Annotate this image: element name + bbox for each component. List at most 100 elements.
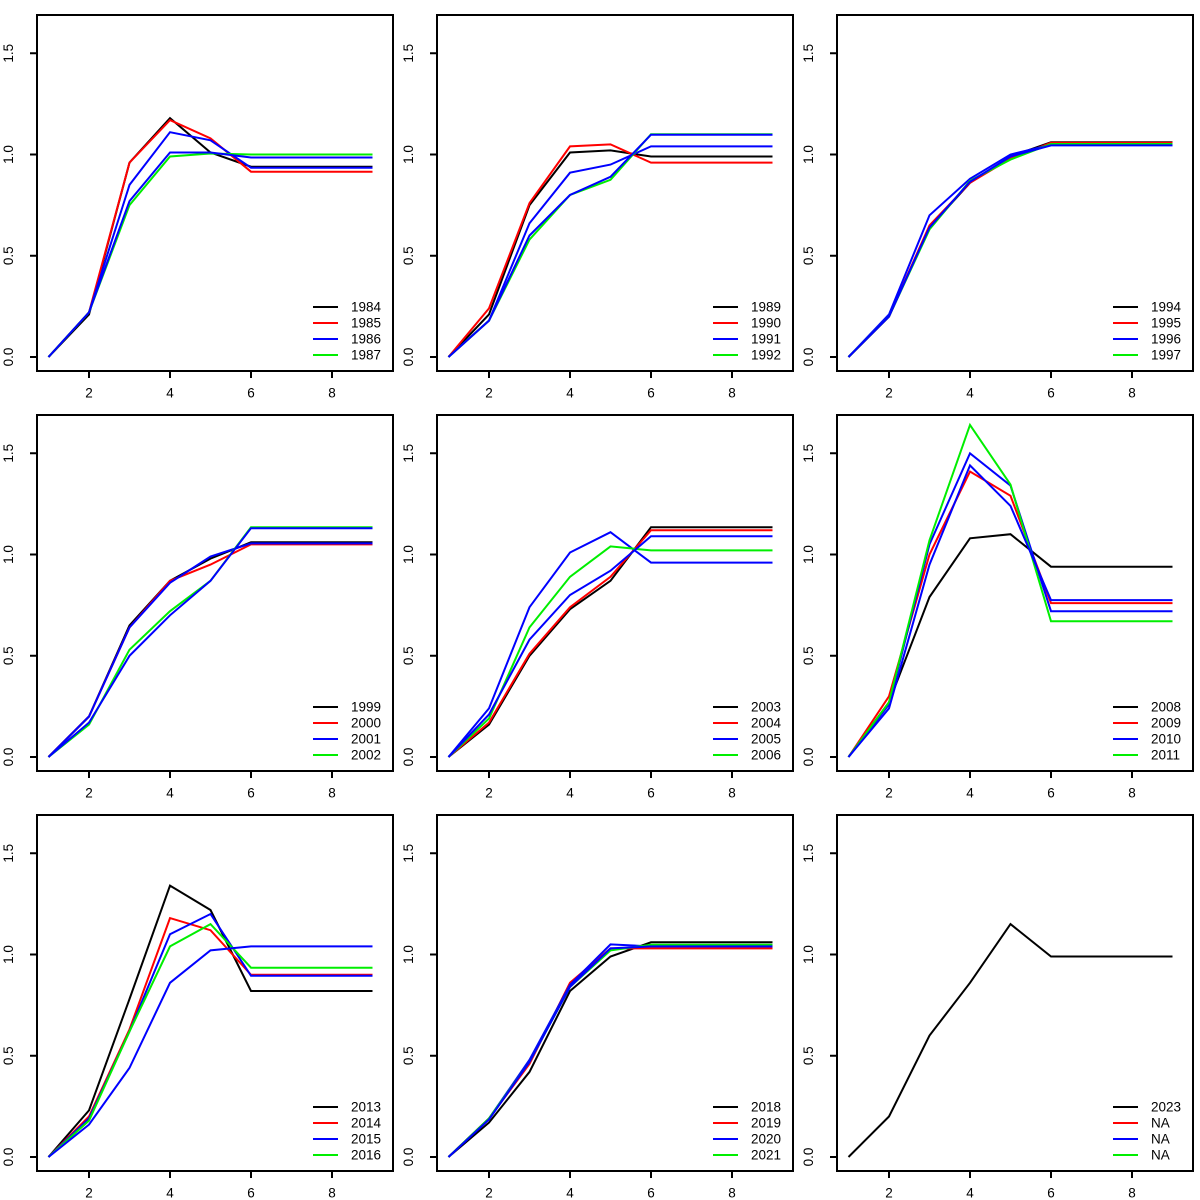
legend-label: 2010 — [1151, 732, 1181, 747]
series-line-1990 — [447, 143, 773, 358]
series-line-1994 — [847, 141, 1173, 358]
y-tick-label: 1.0 — [1, 945, 16, 964]
legend-label: 1992 — [751, 348, 781, 363]
x-tick-label: 4 — [966, 1186, 974, 1200]
legend-label: 1999 — [351, 700, 381, 715]
series-line-unlabeled — [847, 144, 1173, 358]
legend-label: 2011 — [1151, 748, 1180, 763]
x-tick-label: 6 — [247, 1186, 255, 1200]
x-tick-label: 8 — [728, 786, 736, 801]
legend-label: 2021 — [751, 1148, 781, 1163]
y-tick-label: 0.0 — [401, 1148, 416, 1167]
y-tick-label: 0.0 — [801, 1148, 816, 1167]
series-line-unlabeled — [47, 527, 373, 758]
series-line-1987 — [47, 152, 373, 358]
x-tick-label: 2 — [85, 786, 93, 801]
legend-label: 2001 — [351, 732, 381, 747]
legend-label: 1987 — [351, 348, 381, 363]
series-line-1999 — [47, 541, 373, 758]
x-tick-label: 4 — [166, 786, 174, 801]
series-line-unlabeled — [447, 133, 773, 358]
y-tick-label: 0.5 — [1, 246, 16, 265]
legend-label: 1996 — [1151, 332, 1181, 347]
plot-box — [36, 814, 394, 1172]
plot-box — [436, 814, 794, 1172]
x-tick-label: 6 — [1047, 386, 1055, 401]
x-tick-label: 8 — [328, 386, 336, 401]
legend-label: 2008 — [1151, 700, 1181, 715]
y-tick-label: 1.5 — [401, 844, 416, 863]
x-tick-label: 2 — [485, 386, 493, 401]
plot-box — [36, 14, 394, 372]
series-line-2004 — [447, 529, 773, 758]
legend-label: 2009 — [1151, 716, 1181, 731]
chart-panel-6: 2 4 6 8 0.0 0.5 1.0 1.5 2008 2009 2010 2011 — [800, 400, 1200, 800]
legend-label: 2006 — [751, 748, 781, 763]
plot-box — [836, 814, 1194, 1172]
y-tick-label: 0.5 — [1, 646, 16, 665]
chart-panel-8: 2 4 6 8 0.0 0.5 1.0 1.5 2018 2019 2020 2021 — [400, 800, 800, 1200]
x-tick-label: 8 — [328, 1186, 336, 1200]
legend-label: NA — [1151, 1148, 1170, 1163]
y-tick-label: 1.0 — [401, 945, 416, 964]
x-tick-label: 2 — [885, 786, 893, 801]
y-tick-label: 1.5 — [801, 844, 816, 863]
y-tick-label: 0.5 — [401, 246, 416, 265]
legend-label: 2013 — [351, 1100, 381, 1115]
legend-label: 2005 — [751, 732, 781, 747]
y-tick-label: 1.5 — [401, 44, 416, 63]
plot-box — [36, 414, 394, 772]
x-tick-label: 4 — [966, 786, 974, 801]
series-line-unlabeled — [47, 151, 373, 358]
x-tick-label: 4 — [566, 1186, 574, 1200]
series-line-1986 — [47, 131, 373, 358]
series-line-1997 — [847, 143, 1173, 358]
legend-label: 1986 — [351, 332, 381, 347]
x-tick-label: 6 — [647, 386, 655, 401]
series-line-2003 — [447, 526, 773, 758]
series-line-unlabeled — [447, 535, 773, 758]
y-tick-label: 1.5 — [401, 444, 416, 463]
y-tick-label: 1.0 — [1, 145, 16, 164]
y-tick-label: 1.5 — [801, 444, 816, 463]
series-line-1989 — [447, 149, 773, 358]
x-tick-label: 2 — [885, 386, 893, 401]
series-line-2009 — [847, 470, 1173, 758]
y-tick-label: 0.0 — [801, 748, 816, 767]
x-tick-label: 4 — [166, 1186, 174, 1200]
x-tick-label: 4 — [166, 386, 174, 401]
y-tick-label: 1.5 — [1, 444, 16, 463]
legend-label: 1989 — [751, 300, 781, 315]
x-tick-label: 2 — [85, 1186, 93, 1200]
x-tick-label: 6 — [247, 786, 255, 801]
y-tick-label: 0.5 — [801, 246, 816, 265]
chart-panel-5: 2 4 6 8 0.0 0.5 1.0 1.5 2003 2004 2005 2006 — [400, 400, 800, 800]
series-line-1995 — [847, 141, 1173, 358]
series-line-2019 — [447, 947, 773, 1158]
chart-panel-1: 2 4 6 8 0.0 0.5 1.0 1.5 1984 1985 1986 1987 — [0, 0, 400, 400]
y-tick-label: 0.5 — [1, 1046, 16, 1065]
series-line-2023 — [847, 922, 1173, 1158]
y-tick-label: 1.5 — [1, 844, 16, 863]
y-tick-label: 0.0 — [401, 348, 416, 367]
x-tick-label: 6 — [247, 386, 255, 401]
y-tick-label: 0.0 — [1, 1148, 16, 1167]
legend-label: 2004 — [751, 716, 782, 731]
y-tick-label: 0.5 — [401, 646, 416, 665]
plot-box — [836, 14, 1194, 372]
legend-label: NA — [1151, 1116, 1170, 1131]
legend-label: 2023 — [1151, 1100, 1181, 1115]
x-tick-label: 2 — [485, 1186, 493, 1200]
x-tick-label: 8 — [1128, 1186, 1136, 1200]
plot-box — [436, 14, 794, 372]
series-line-unlabeled — [447, 945, 773, 1158]
x-tick-label: 8 — [328, 786, 336, 801]
